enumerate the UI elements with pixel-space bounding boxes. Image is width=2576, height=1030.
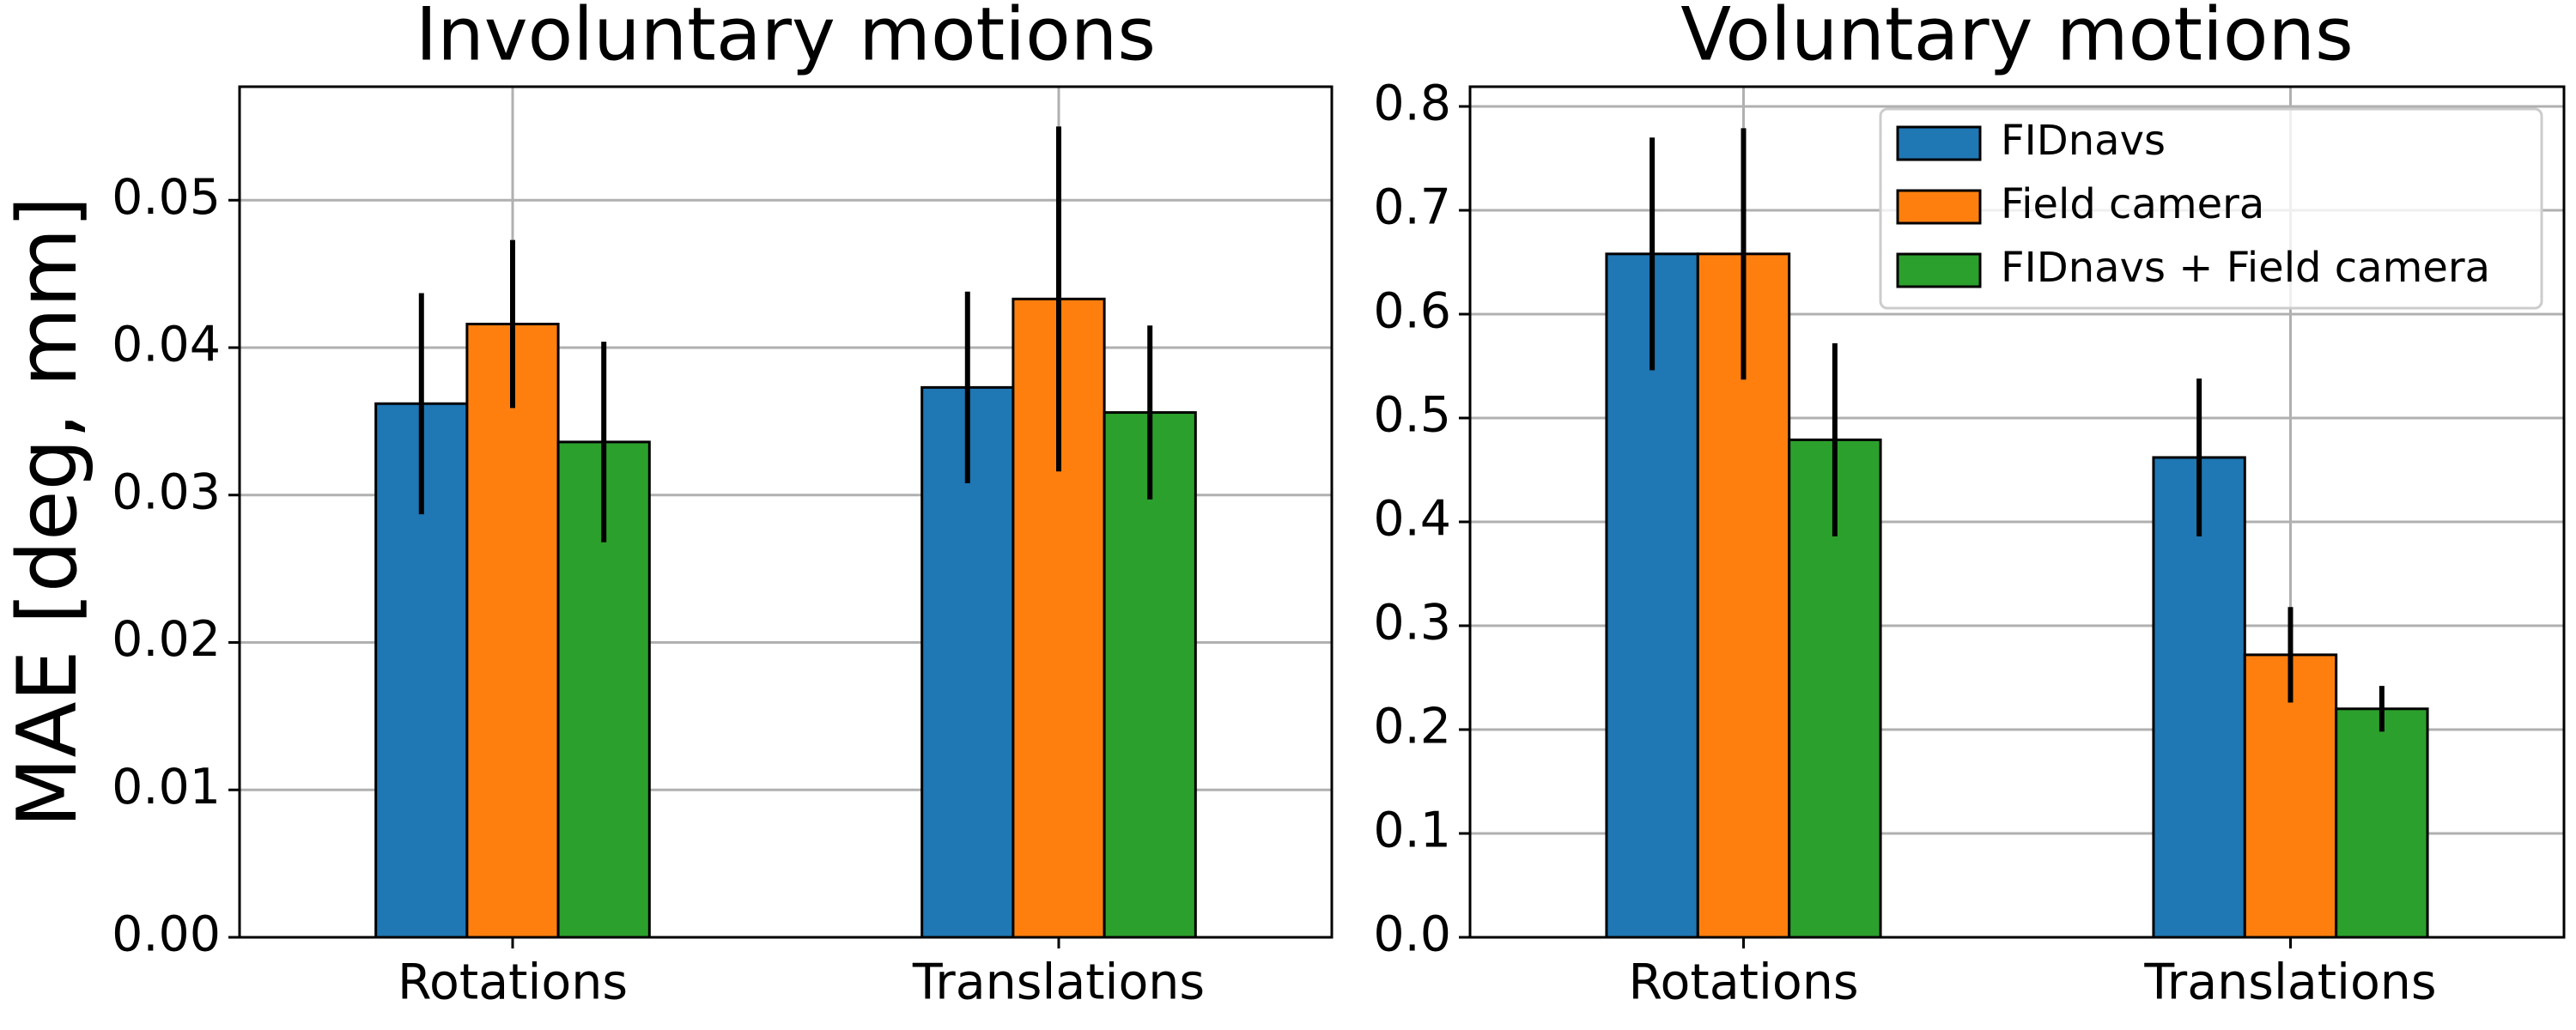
legend-swatch <box>1896 252 1982 288</box>
x-tick-label: Rotations <box>398 954 628 1011</box>
legend-label: Field camera <box>2001 180 2264 228</box>
y-tick-label: 0.2 <box>1373 699 1451 755</box>
legend-label: FIDnavs + Field camera <box>2001 244 2490 292</box>
y-tick-label: 0.6 <box>1373 283 1451 340</box>
y-tick-label: 0.03 <box>112 464 221 520</box>
legend-box <box>1879 107 2543 310</box>
legend-swatch <box>1896 125 1982 161</box>
y-tick-label: 0.02 <box>112 611 221 668</box>
chart-title: Voluntary motions <box>1680 0 2354 77</box>
axes-frame <box>1468 85 2566 939</box>
y-tick-label: 0.01 <box>112 759 221 815</box>
y-tick-label: 0.00 <box>112 906 221 963</box>
x-tick-label: Rotations <box>1628 954 1858 1011</box>
y-tick-label: 0.04 <box>112 317 221 373</box>
y-tick-label: 0.8 <box>1373 76 1451 132</box>
y-tick-label: 0.0 <box>1373 906 1451 963</box>
x-tick-label: Translations <box>912 954 1205 1011</box>
axes-frame <box>238 85 1334 939</box>
y-axis-label: MAE [deg, mm] <box>1 197 95 828</box>
y-tick-label: 0.5 <box>1373 387 1451 444</box>
legend-swatch <box>1896 189 1982 225</box>
x-tick-label: Translations <box>2143 954 2436 1011</box>
y-tick-label: 0.7 <box>1373 179 1451 236</box>
y-tick-label: 0.1 <box>1373 803 1451 859</box>
chart-title: Involuntary motions <box>416 0 1156 77</box>
bar <box>465 323 560 939</box>
y-tick-label: 0.05 <box>112 169 221 226</box>
legend-label: FIDnavs <box>2001 117 2166 165</box>
y-tick-label: 0.4 <box>1373 491 1451 548</box>
bar <box>2335 707 2429 939</box>
bar <box>556 440 651 939</box>
bar <box>1103 411 1197 939</box>
bar <box>2152 456 2246 939</box>
y-tick-label: 0.3 <box>1373 595 1451 651</box>
